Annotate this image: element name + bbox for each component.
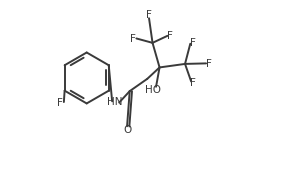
- Text: O: O: [124, 125, 132, 135]
- Text: F: F: [190, 78, 196, 88]
- Text: F: F: [190, 38, 196, 48]
- Text: F: F: [57, 98, 62, 109]
- Text: HN: HN: [107, 97, 122, 107]
- Text: F: F: [206, 59, 212, 69]
- Text: F: F: [167, 31, 173, 41]
- Text: F: F: [130, 34, 136, 44]
- Text: HO: HO: [145, 85, 160, 95]
- Text: F: F: [146, 10, 152, 20]
